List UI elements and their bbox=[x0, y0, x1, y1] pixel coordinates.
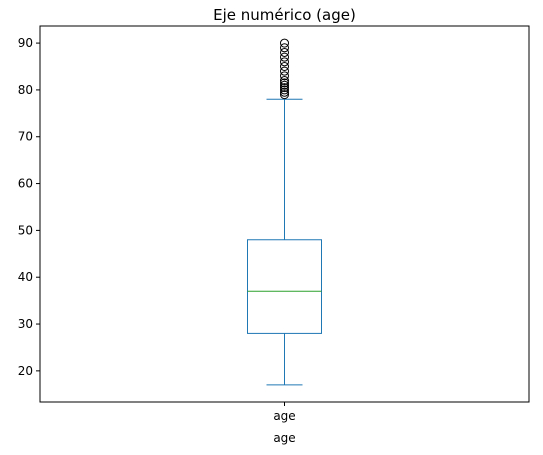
y-tick-label: 40 bbox=[18, 270, 33, 284]
outlier-point bbox=[280, 62, 289, 72]
outlier-point bbox=[280, 80, 289, 90]
outlier-point bbox=[280, 57, 289, 67]
outlier-point bbox=[280, 85, 289, 95]
outlier-point bbox=[280, 90, 289, 100]
y-tick-label: 60 bbox=[18, 177, 33, 191]
outlier-point bbox=[280, 78, 289, 88]
outlier-point bbox=[280, 76, 289, 86]
iqr-box bbox=[247, 239, 322, 334]
x-axis-label: age bbox=[273, 431, 295, 445]
outlier-point bbox=[280, 66, 289, 76]
chart-title: Eje numérico (age) bbox=[213, 6, 356, 24]
axes: 20 30 40 50 60 70 80 90 age bbox=[18, 25, 530, 423]
y-tick-label: 70 bbox=[18, 130, 33, 144]
outlier-point bbox=[280, 52, 289, 62]
plot-area bbox=[247, 38, 322, 386]
outlier-point bbox=[280, 87, 289, 97]
outlier-point bbox=[280, 43, 289, 53]
y-tick-label: 20 bbox=[18, 364, 33, 378]
y-tick-label: 80 bbox=[18, 83, 33, 97]
outlier-point bbox=[280, 83, 289, 93]
y-tick-label: 50 bbox=[18, 223, 33, 237]
y-tick-label: 90 bbox=[18, 36, 33, 50]
outlier-point bbox=[280, 38, 289, 48]
outlier-point bbox=[280, 71, 289, 81]
x-tick-label: age bbox=[273, 409, 295, 423]
outlier-point bbox=[280, 47, 289, 57]
y-tick-label: 30 bbox=[18, 317, 33, 331]
